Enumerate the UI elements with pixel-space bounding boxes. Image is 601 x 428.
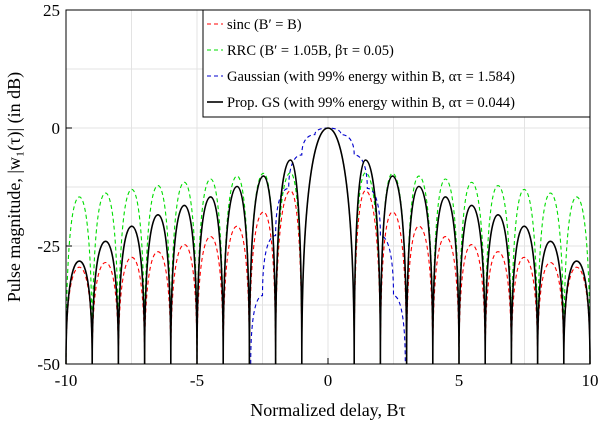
x-tick-label: 0 [324,371,333,390]
x-tick-label: -5 [190,371,204,390]
legend-box [202,9,591,118]
legend-entry-label: RRC (B′ = 1.05B, βτ = 0.05) [227,43,394,59]
legend-entry-label: Gaussian (with 99% energy within B, ατ =… [227,69,515,85]
y-tick-label: 25 [43,1,60,20]
y-axis-label: Pulse magnitude, |w₁(τ)| (in dB) [4,72,25,302]
y-tick-label: -50 [37,355,60,374]
x-tick-label: 10 [582,371,599,390]
x-tick-label: 5 [455,371,464,390]
series-line-2 [65,127,591,365]
x-axis-label: Normalized delay, Bτ [250,400,406,420]
legend: sinc (B′ = B) RRC (B′ = 1.05B, βτ = 0.05)… [202,9,591,118]
legend-entry-label: sinc (B′ = B) [227,17,302,33]
y-tick-label: -25 [37,237,60,256]
legend-entry-label: Prop. GS (with 99% energy within B, ατ =… [227,95,515,111]
y-tick-label: 0 [52,119,61,138]
series-layer [65,127,591,365]
x-tick-label: -10 [55,371,78,390]
series-line-4 [65,127,591,365]
